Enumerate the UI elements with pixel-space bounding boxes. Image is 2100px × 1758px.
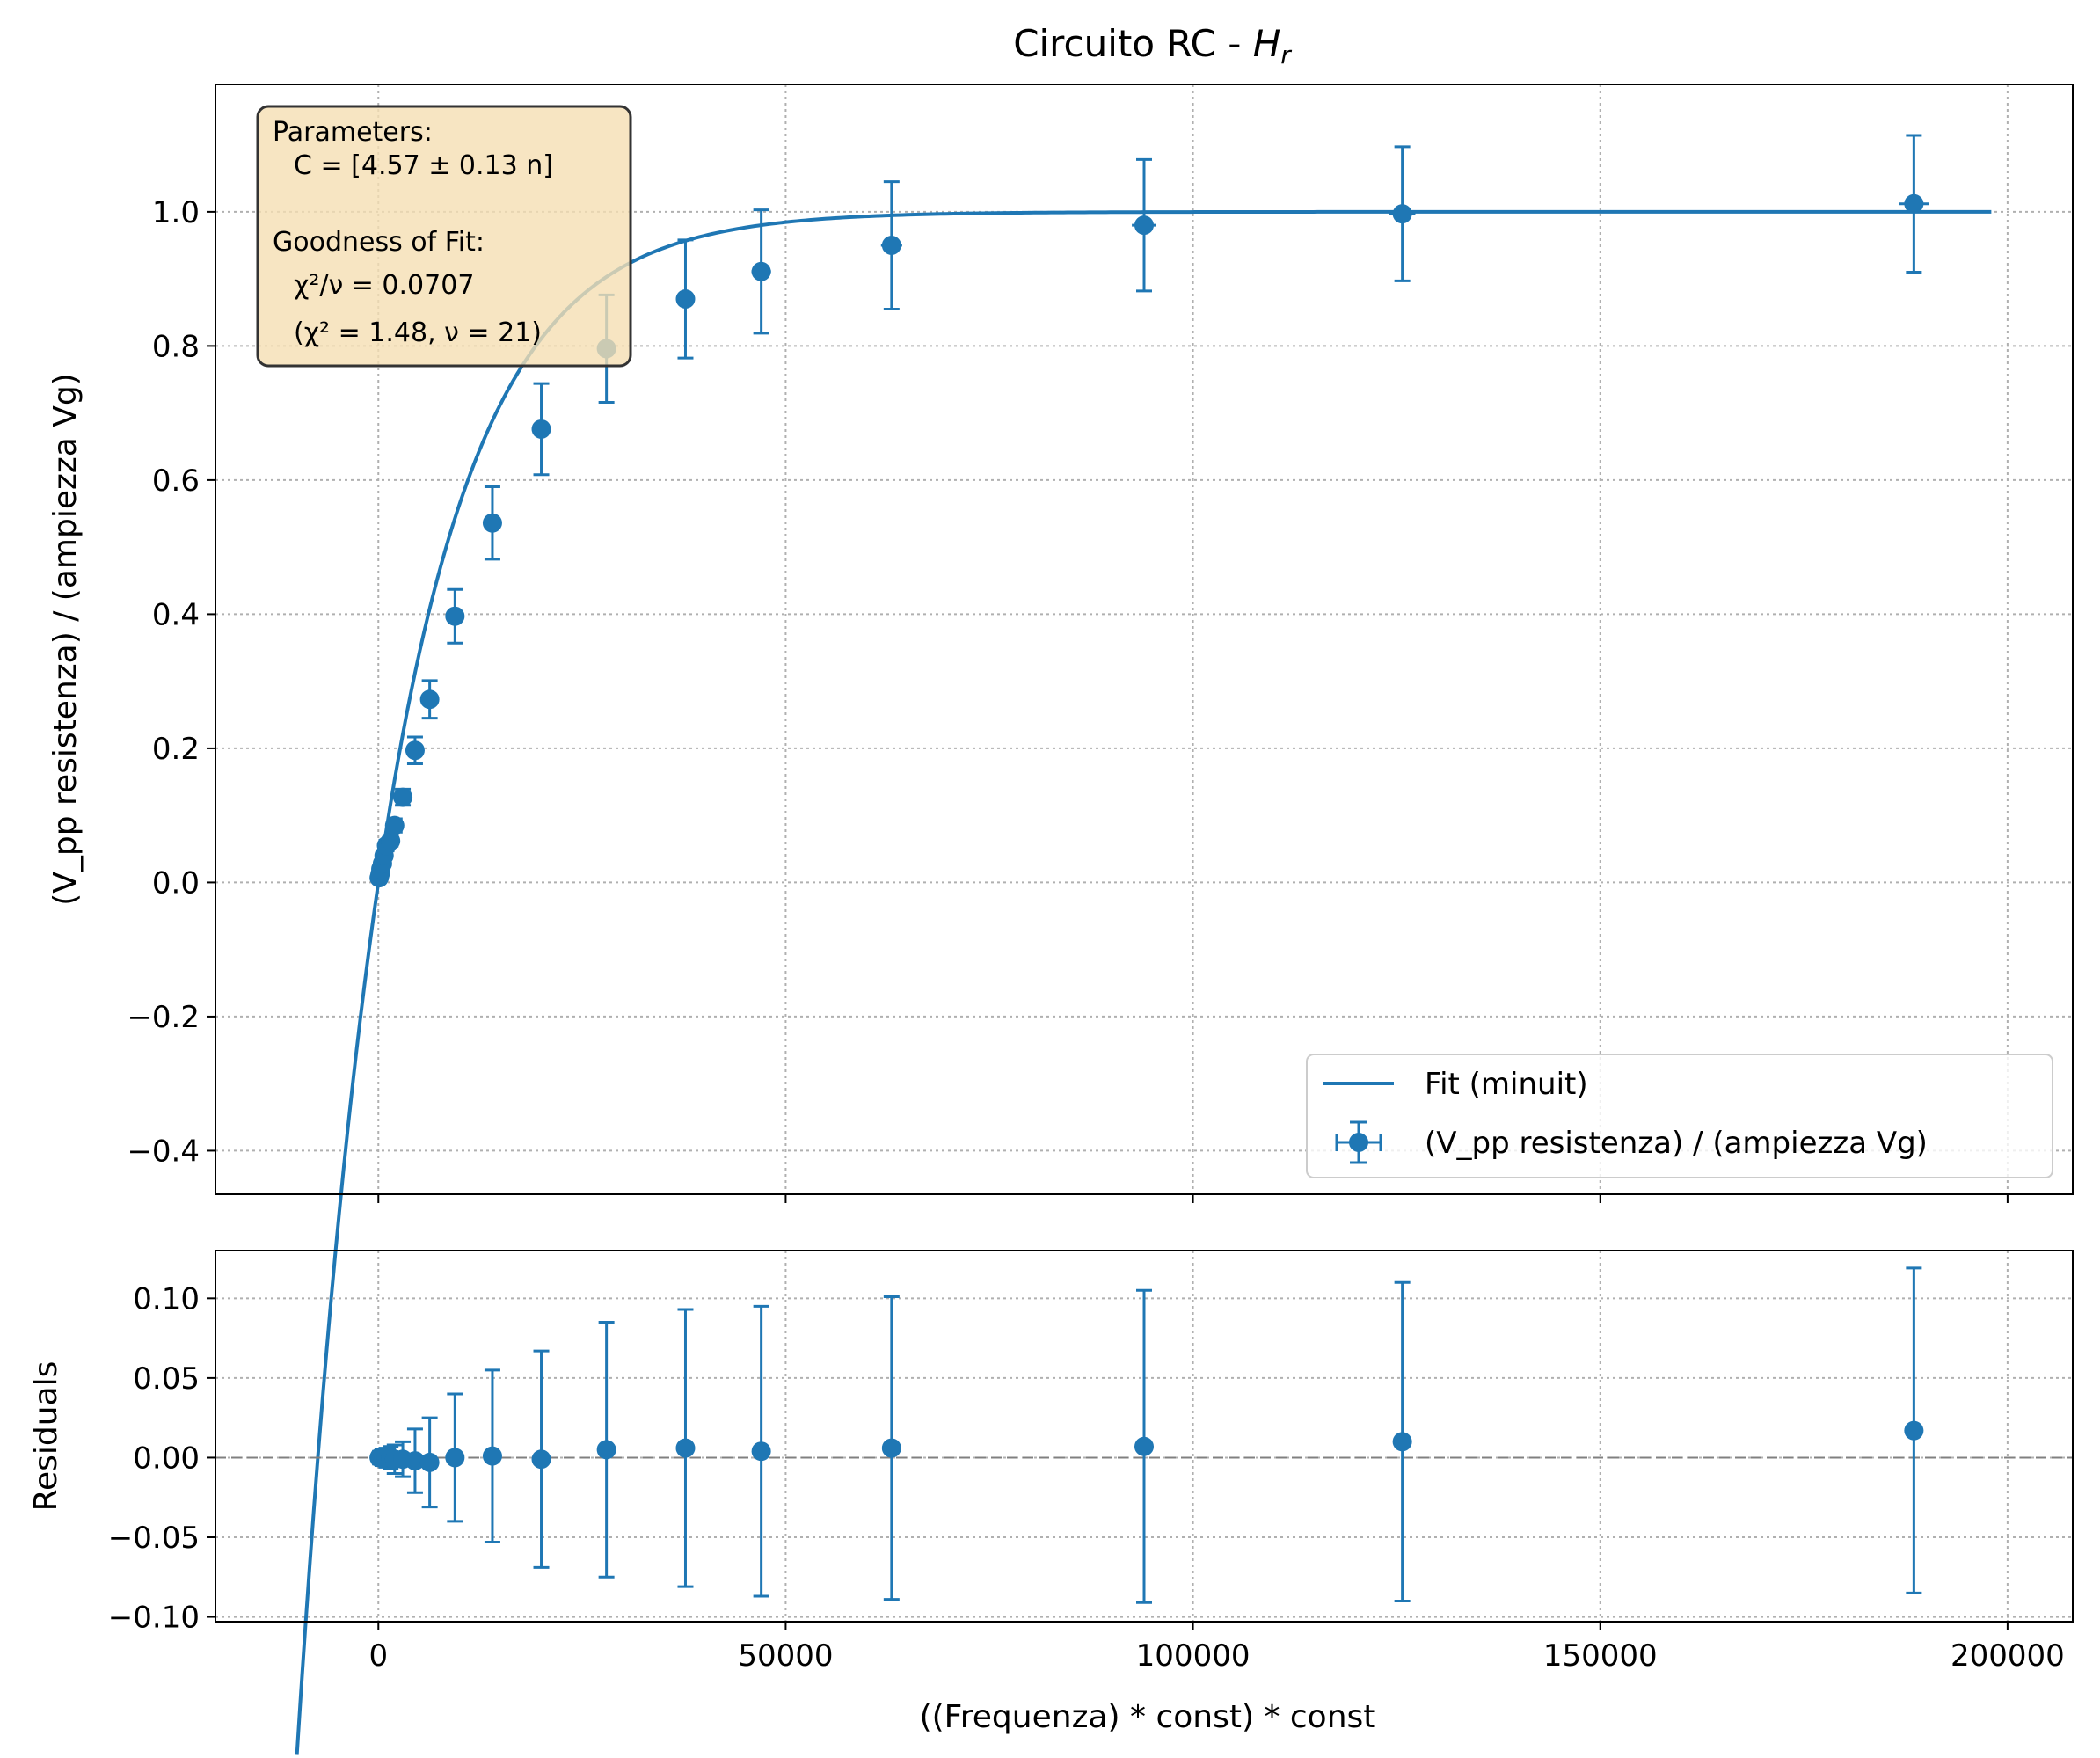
y-tick-label: 0.00 <box>133 1441 200 1476</box>
x-tick-label: 50000 <box>738 1638 833 1674</box>
residual-marker <box>881 1438 901 1458</box>
residual-point <box>531 1349 551 1569</box>
y-tick-label: −0.10 <box>108 1601 200 1636</box>
legend-frame <box>1306 1054 2053 1178</box>
residual-marker <box>482 1446 502 1466</box>
residuals-plot-panel: −0.10 −0.05 0.00 0.05 0.10 0 50000 100000 15000… <box>28 1250 2074 1735</box>
residual-marker <box>405 1451 425 1471</box>
info-chi2-detail: (χ² = 1.48, ν = 21) <box>294 317 542 348</box>
data-marker <box>405 740 425 761</box>
data-point <box>482 485 502 561</box>
data-point <box>1389 145 1416 282</box>
residual-point <box>596 1321 616 1579</box>
data-point <box>381 831 401 851</box>
y-tick-label: 0.05 <box>133 1361 200 1397</box>
y-tick-label: 0.2 <box>152 732 200 767</box>
y-tick-label: 0.6 <box>152 463 200 499</box>
data-marker <box>381 831 401 851</box>
residuals-y-axis-label: Residuals <box>28 1361 64 1512</box>
data-point <box>531 382 551 477</box>
data-point <box>405 735 425 765</box>
data-marker <box>1392 204 1412 224</box>
main-x-ticks <box>377 1194 2009 1203</box>
data-marker <box>393 787 413 807</box>
residual-point <box>419 1416 440 1509</box>
data-marker <box>482 513 502 533</box>
data-marker <box>881 236 901 256</box>
residual-point <box>405 1427 425 1494</box>
info-chi2-ratio: χ²/ν = 0.0707 <box>294 270 474 301</box>
residual-point <box>1134 1288 1154 1604</box>
data-marker <box>1134 215 1154 236</box>
residuals-y-ticks: −0.10 −0.05 0.00 0.05 0.10 <box>108 1281 215 1636</box>
legend: Fit (minuit) (V_pp resistenza) / (ampiez… <box>1306 1054 2053 1178</box>
fit-info-box: Parameters: C = [4.57 ± 0.13 n] Goodness… <box>256 105 632 368</box>
x-tick-label: 100000 <box>1136 1638 1251 1674</box>
main-plot-frame <box>215 84 2074 1195</box>
residual-marker <box>419 1452 440 1472</box>
legend-data-label: (V_pp resistenza) / (ampiezza Vg) <box>1425 1126 1928 1161</box>
legend-fit-label: Fit (minuit) <box>1425 1067 1588 1102</box>
data-point <box>445 587 465 645</box>
data-point <box>1132 157 1156 293</box>
main-y-axis-label: (V_pp resistenza) / (ampiezza Vg) <box>47 373 84 906</box>
residual-marker <box>1904 1420 1924 1441</box>
residual-marker <box>531 1449 551 1470</box>
data-marker <box>419 689 440 710</box>
residual-marker <box>675 1438 696 1458</box>
data-point <box>751 208 771 335</box>
main-y-ticks: −0.4 −0.2 0.0 0.2 0.4 0.6 0.8 1.0 <box>127 195 215 1169</box>
data-marker <box>1904 193 1924 214</box>
data-marker <box>751 261 771 281</box>
residual-point <box>1904 1266 1924 1594</box>
residual-point <box>881 1295 901 1601</box>
y-tick-label: 0.4 <box>152 597 200 632</box>
residual-marker <box>751 1441 771 1462</box>
y-tick-label: −0.05 <box>108 1521 200 1556</box>
info-gof-header: Goodness of Fit: <box>273 227 485 258</box>
data-marker <box>384 815 405 835</box>
residual-marker <box>1134 1436 1154 1456</box>
y-tick-label: −0.4 <box>127 1134 200 1169</box>
x-tick-label: 0 <box>368 1638 388 1674</box>
residual-marker <box>445 1448 465 1468</box>
data-marker <box>445 606 465 626</box>
residuals-errorbars <box>369 1266 1924 1604</box>
chart-title-math: H <box>1253 22 1281 65</box>
residuals-plot-frame <box>215 1250 2074 1623</box>
data-point <box>384 815 405 835</box>
data-marker <box>675 289 696 310</box>
y-tick-label: −0.2 <box>127 1000 200 1035</box>
residual-marker <box>596 1440 616 1460</box>
chart-title-text: Circuito RC - <box>1013 22 1253 65</box>
residual-point <box>675 1308 696 1588</box>
info-param-c: C = [4.57 ± 0.13 n] <box>294 150 553 181</box>
residual-point <box>445 1392 465 1523</box>
residuals-x-ticks: 0 50000 100000 150000 200000 <box>368 1622 2065 1674</box>
data-point <box>880 180 902 310</box>
y-tick-label: 0.0 <box>152 865 200 901</box>
data-point <box>675 238 696 360</box>
data-marker <box>531 419 551 439</box>
y-tick-label: 0.10 <box>133 1281 200 1317</box>
legend-data-swatch <box>1335 1120 1382 1164</box>
y-tick-label: 0.8 <box>152 329 200 364</box>
x-tick-label: 200000 <box>1951 1638 2065 1674</box>
residual-point <box>482 1368 502 1543</box>
y-tick-label: 1.0 <box>152 195 200 230</box>
x-tick-label: 150000 <box>1543 1638 1658 1674</box>
chart-title-subscript: r <box>1280 40 1292 69</box>
chart-title: Circuito RC - Hr <box>1013 22 1292 69</box>
residual-marker <box>1392 1432 1412 1452</box>
x-axis-label: ((Frequenza) * const) * const <box>920 1699 1376 1735</box>
data-point <box>1899 134 1929 274</box>
data-point <box>419 679 440 720</box>
data-point <box>393 787 413 807</box>
residual-point <box>1392 1280 1412 1602</box>
fit-info-box-background <box>256 105 632 368</box>
info-params-header: Parameters: <box>273 117 433 148</box>
residual-point <box>751 1304 771 1598</box>
